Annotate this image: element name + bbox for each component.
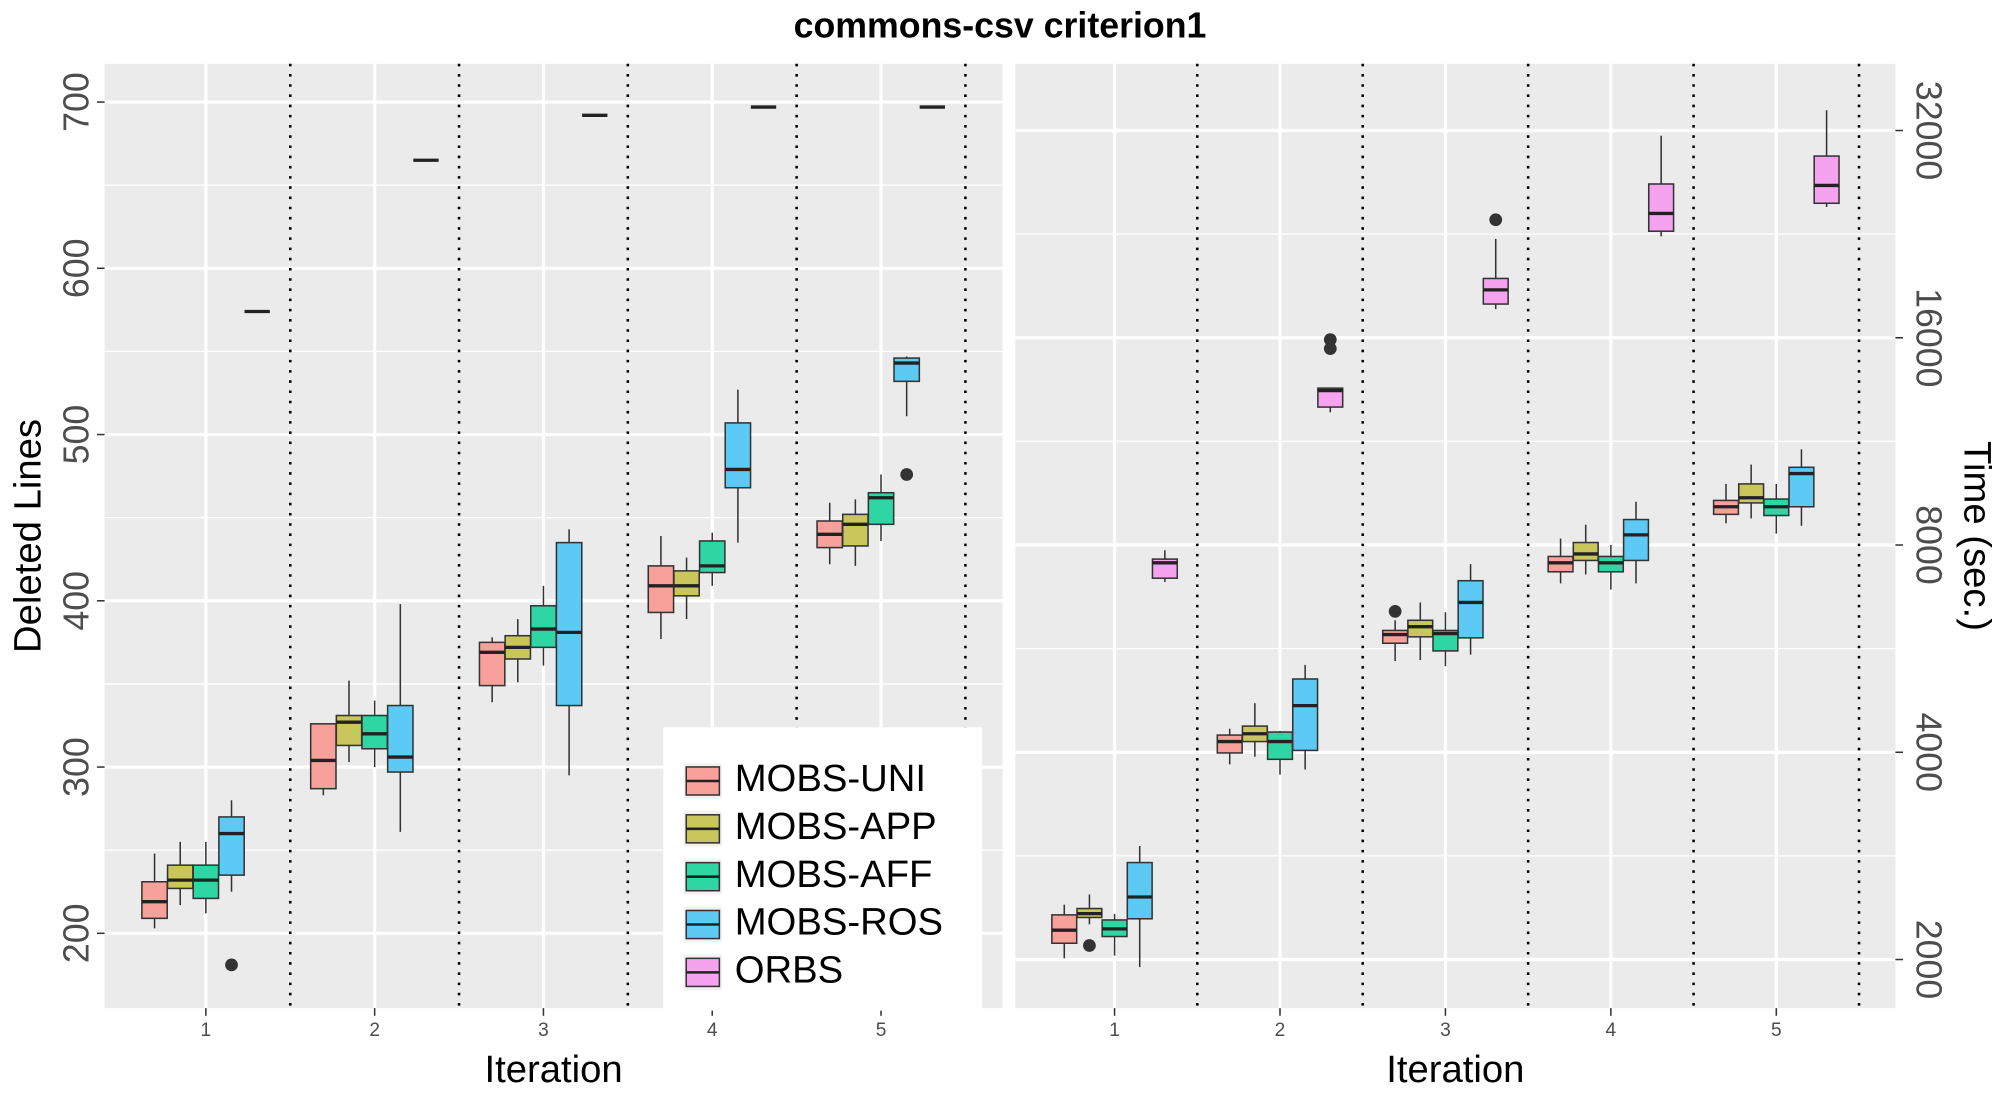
x-axis-label: Iteration — [484, 1048, 622, 1091]
box — [647, 565, 675, 614]
outlier — [1388, 604, 1402, 618]
box — [673, 570, 701, 597]
y-tick-label: 200 — [57, 903, 97, 963]
box — [1266, 731, 1294, 761]
box — [309, 723, 337, 790]
x-axis-label: Iteration — [1386, 1048, 1524, 1091]
y-tick-label: 16000 — [1909, 288, 1949, 387]
box — [1317, 387, 1344, 408]
y-tick-label: 2000 — [1909, 920, 1949, 999]
legend-label: MOBS-ROS — [735, 901, 943, 944]
y-tick-label: 300 — [57, 737, 97, 797]
box — [698, 540, 726, 574]
box — [1813, 155, 1840, 205]
legend-label: MOBS-UNI — [735, 757, 926, 800]
x-tick-label: 3 — [1440, 1020, 1451, 1041]
outlier — [900, 468, 914, 481]
box — [1622, 518, 1650, 562]
box — [724, 422, 752, 489]
box — [1407, 619, 1434, 638]
outlier — [1489, 213, 1503, 227]
box — [1126, 861, 1153, 920]
box — [1381, 629, 1409, 645]
box — [555, 541, 583, 707]
y-tick-label: 4000 — [1909, 713, 1949, 792]
x-tick-label: 1 — [201, 1020, 212, 1041]
y-axis-label: Deleted Lines — [7, 419, 50, 653]
x-tick-label: 5 — [1771, 1020, 1782, 1041]
box — [1647, 183, 1675, 232]
x-tick-label: 2 — [1275, 1020, 1286, 1041]
x-tick-label: 4 — [707, 1020, 718, 1041]
y-axis-label: Time (sec.) — [1955, 441, 1998, 631]
box — [386, 704, 414, 773]
box — [166, 864, 194, 890]
y-tick-label: 600 — [57, 238, 97, 298]
y-tick-label: 500 — [57, 405, 97, 465]
y-tick-label: 400 — [57, 571, 97, 631]
box — [141, 881, 168, 920]
box — [1432, 629, 1459, 652]
x-tick-label: 4 — [1606, 1020, 1617, 1041]
box — [530, 605, 557, 649]
box — [1572, 541, 1599, 562]
box — [1457, 579, 1484, 639]
box — [1291, 678, 1319, 752]
outlier — [225, 958, 238, 972]
y-tick-label: 32000 — [1909, 81, 1949, 180]
box — [361, 714, 389, 750]
outlier — [1083, 939, 1096, 952]
box — [1737, 483, 1765, 504]
box — [335, 714, 363, 747]
panel-background — [1015, 63, 1896, 1009]
box — [218, 816, 245, 876]
y-tick-label: 8000 — [1909, 505, 1949, 584]
legend-label: MOBS-AFF — [735, 853, 933, 896]
x-tick-label: 3 — [538, 1020, 549, 1041]
box — [841, 513, 869, 547]
box — [192, 864, 220, 900]
box — [1216, 734, 1243, 754]
x-tick-label: 1 — [1109, 1020, 1120, 1041]
outlier — [1323, 342, 1337, 356]
x-tick-label: 5 — [876, 1020, 887, 1041]
legend-label: MOBS-APP — [735, 805, 937, 848]
legend-label: ORBS — [735, 948, 843, 991]
x-tick-label: 2 — [369, 1020, 380, 1041]
outlier — [1323, 333, 1337, 347]
y-tick-label: 700 — [57, 72, 97, 132]
figure-title: commons-csv criterion1 — [794, 6, 1207, 46]
box — [478, 641, 506, 687]
